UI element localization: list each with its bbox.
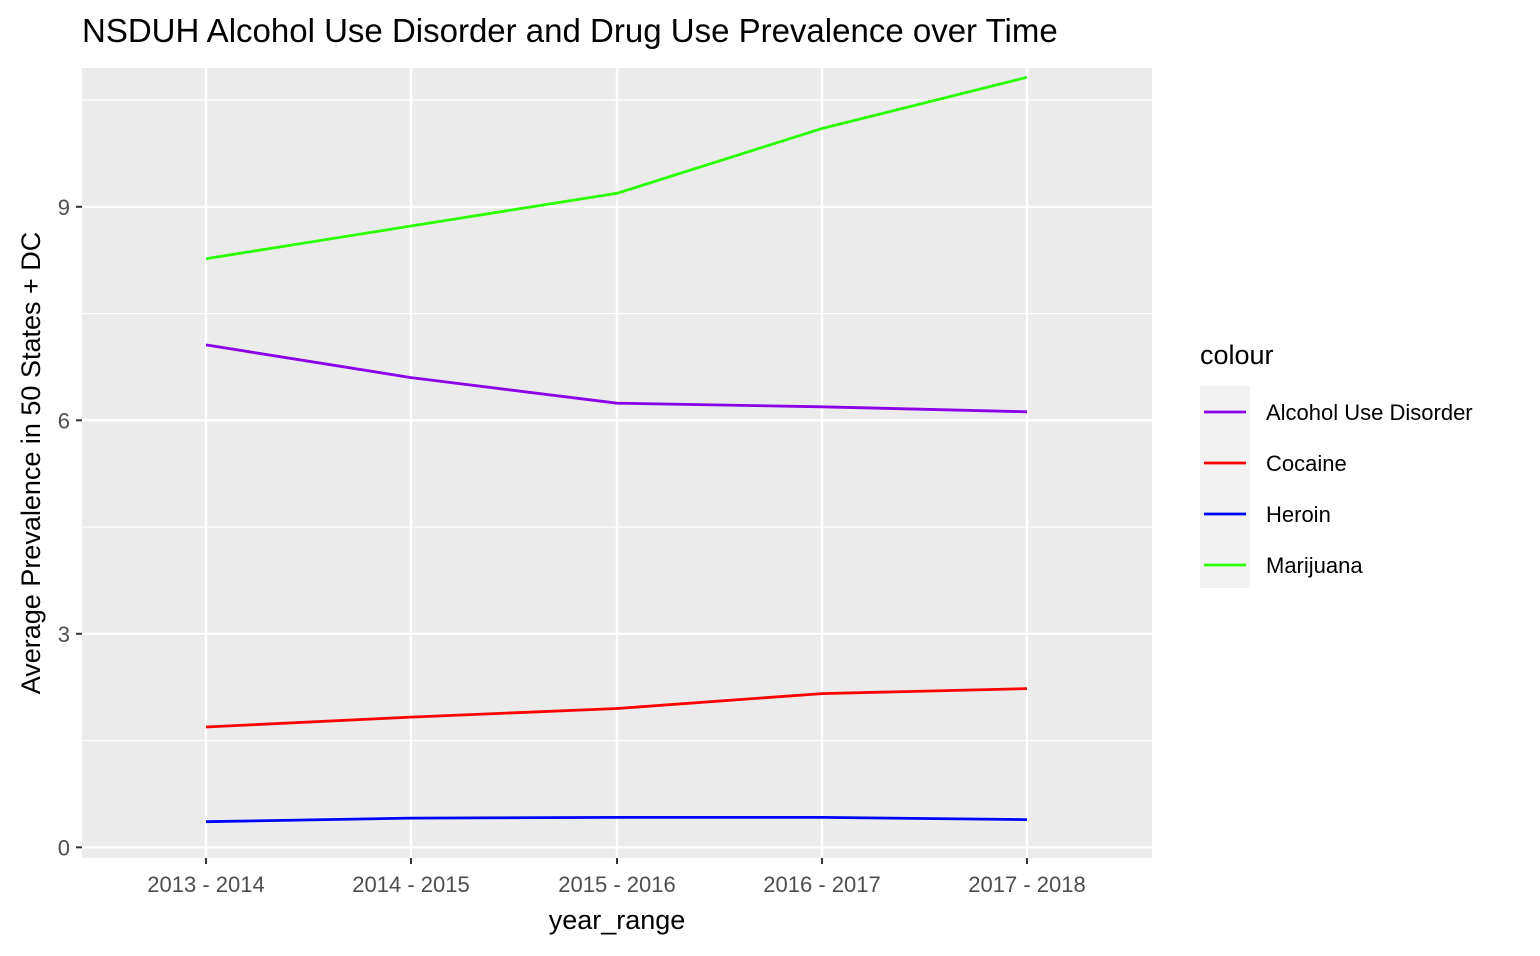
x-axis-title: year_range — [549, 905, 686, 935]
x-tick-label: 2016 - 2017 — [763, 872, 880, 897]
legend-label-heroin: Heroin — [1266, 502, 1331, 527]
x-tick-label: 2014 - 2015 — [352, 872, 469, 897]
x-tick-label: 2017 - 2018 — [968, 872, 1085, 897]
y-axis: 0 3 6 9 — [58, 195, 82, 860]
legend-label-marijuana: Marijuana — [1266, 553, 1363, 578]
legend-label-alcohol-use-disorder: Alcohol Use Disorder — [1266, 400, 1473, 425]
legend: colour Alcohol Use Disorder Cocaine Heroin… — [1200, 340, 1473, 588]
x-tick-label: 2013 - 2014 — [147, 872, 264, 897]
x-axis: 2013 - 2014 2014 - 2015 2015 - 2016 2016 - … — [147, 858, 1086, 897]
grid-major — [82, 68, 1152, 858]
series-line-alcohol-use-disorder — [205, 343, 1028, 414]
y-tick-label: 6 — [58, 408, 70, 433]
chart-title: NSDUH Alcohol Use Disorder and Drug Use … — [82, 12, 1058, 49]
series-lines — [205, 75, 1028, 824]
legend-label-cocaine: Cocaine — [1266, 451, 1347, 476]
y-tick-label: 0 — [58, 835, 70, 860]
series-line-marijuana — [205, 75, 1028, 261]
series-line-cocaine — [205, 687, 1028, 729]
y-tick-label: 9 — [58, 195, 70, 220]
y-tick-label: 3 — [58, 622, 70, 647]
legend-title: colour — [1200, 340, 1274, 370]
y-axis-title: Average Prevalence in 50 States + DC — [16, 232, 46, 695]
legend-items: Alcohol Use Disorder Cocaine Heroin Marijua… — [1204, 400, 1473, 578]
series-line-heroin — [205, 816, 1028, 824]
legend-key-background — [1200, 386, 1250, 588]
x-tick-label: 2015 - 2016 — [558, 872, 675, 897]
